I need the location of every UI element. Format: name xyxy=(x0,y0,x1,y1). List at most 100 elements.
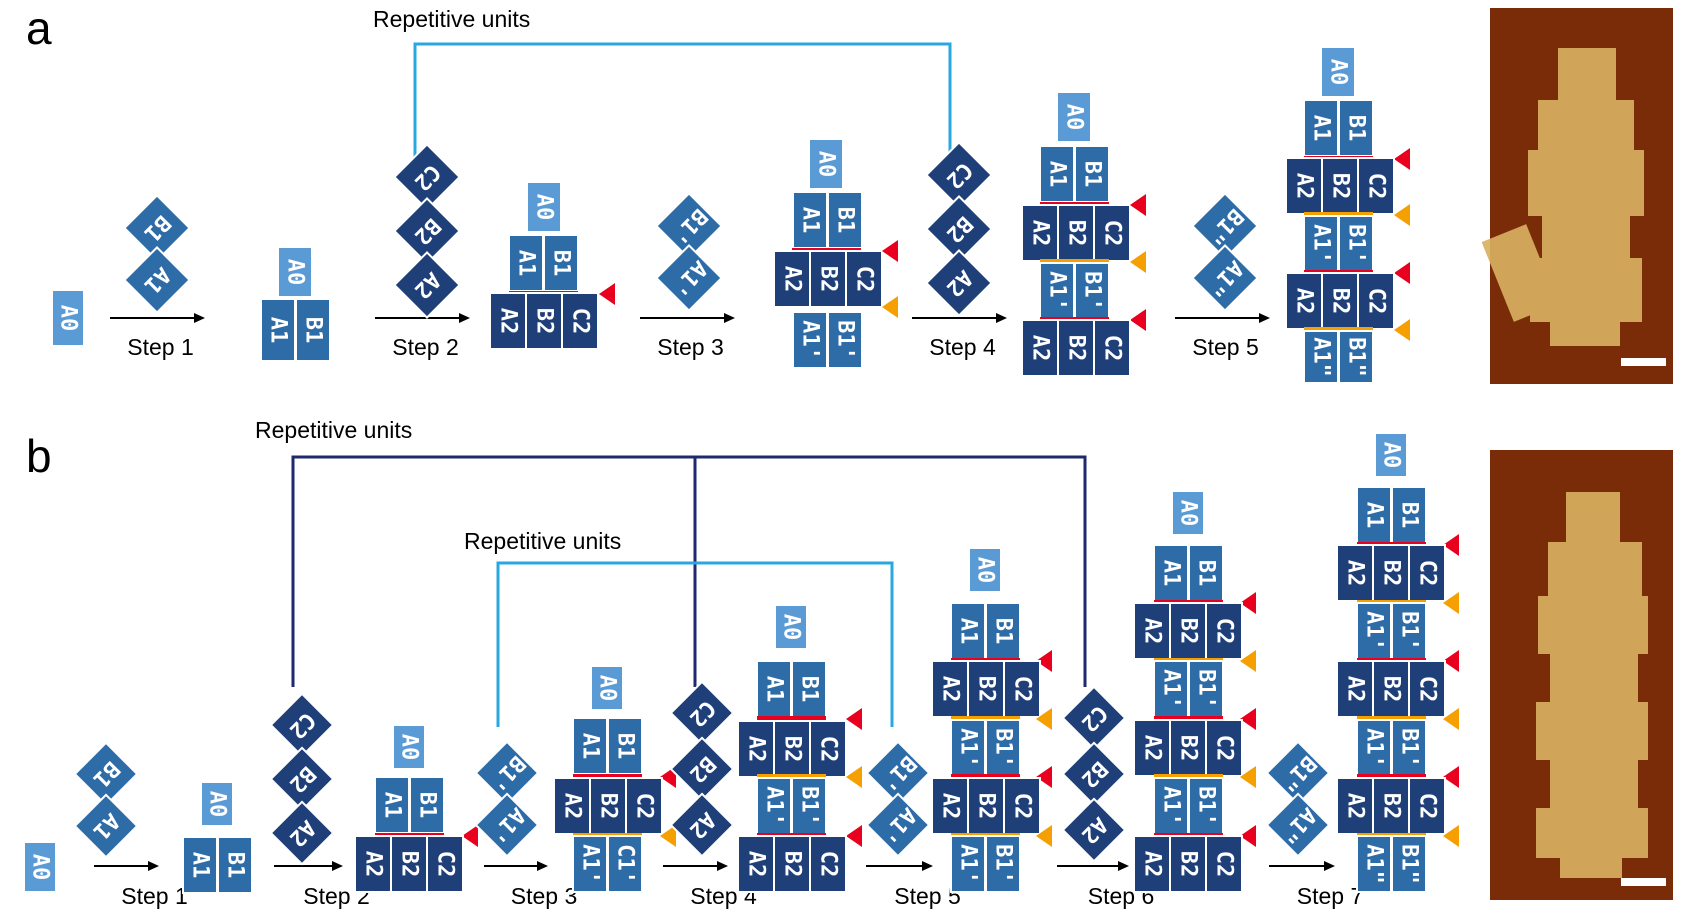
tile-label: B2 xyxy=(1328,288,1353,315)
tile-body xyxy=(773,250,811,308)
tile-a0: A0 xyxy=(23,841,57,893)
tile-body xyxy=(1374,432,1408,478)
red-marker xyxy=(846,708,862,730)
tile-body xyxy=(51,289,85,347)
step-label-2: Step 2 xyxy=(392,334,459,360)
tile-a1p: A1' xyxy=(792,311,828,369)
tile-body xyxy=(374,776,410,834)
tile-c2: C2 xyxy=(1408,544,1446,602)
red-marker xyxy=(1240,708,1256,730)
tile-label: A1' xyxy=(956,844,981,884)
tile-body xyxy=(1003,777,1041,835)
red-marker xyxy=(1394,262,1410,284)
tile-b2: B2 xyxy=(809,250,847,308)
tile-a2: A2 xyxy=(1285,157,1323,215)
tile-a1: A1 xyxy=(950,602,986,660)
tile-a2: A2 xyxy=(1133,835,1171,893)
tile-body xyxy=(1003,660,1041,718)
tile-label: C2 xyxy=(433,851,458,878)
step-arrow xyxy=(1269,861,1335,871)
tile-label: A0 xyxy=(1062,104,1087,131)
tile-b1: B1 xyxy=(827,191,863,249)
tile-a2: A2 xyxy=(393,251,461,319)
tile-a1: A1 xyxy=(260,298,296,362)
tile-label: A1 xyxy=(514,250,539,277)
step-label-1: Step 1 xyxy=(121,883,188,909)
tile-label: A0 xyxy=(1379,442,1404,469)
tile-b2: B2 xyxy=(773,835,811,893)
tile-body xyxy=(1039,262,1075,320)
tile-label: B1 xyxy=(1080,161,1105,188)
tile-b1pp: B1" xyxy=(1265,740,1331,806)
red-marker xyxy=(1443,766,1459,788)
tile-b1: B1 xyxy=(73,741,139,807)
tile-c2: C2 xyxy=(1061,685,1127,751)
tile-a2: A2 xyxy=(737,835,775,893)
red-marker xyxy=(1130,194,1146,216)
tile-b1p: B1' xyxy=(1074,262,1110,320)
tile-label: A2 xyxy=(744,851,769,878)
tile-body xyxy=(774,604,808,650)
orange-marker xyxy=(1130,251,1146,273)
repetitive-units-label-a: Repetitive units xyxy=(373,6,530,32)
tile-b1p: B1' xyxy=(985,835,1021,893)
orange-marker xyxy=(1036,825,1052,847)
step-arrow xyxy=(110,313,205,323)
tile-label: B1' xyxy=(1397,611,1422,651)
orange-marker xyxy=(660,825,676,847)
step-arrows-a: Step 1 Step 2 Step 3 Step 4 Step 5 xyxy=(110,313,1270,360)
step-arrow xyxy=(640,313,735,323)
tile-c2: C2 xyxy=(426,835,464,893)
tile-label: B1 xyxy=(833,207,858,234)
tile-c1p: C1' xyxy=(607,835,643,893)
tile-b2: B2 xyxy=(669,736,735,802)
tile-a0: A0 xyxy=(1320,46,1356,98)
tile-a1p: A1' xyxy=(655,244,723,312)
tile-label: A2 xyxy=(1028,220,1053,247)
tile-c2: C2 xyxy=(809,835,847,893)
red-marker xyxy=(1394,148,1410,170)
tile-b1p: B1' xyxy=(985,719,1021,777)
tile-body xyxy=(1133,835,1171,893)
tile-b2: B2 xyxy=(525,292,563,350)
tile-b2: B2 xyxy=(390,835,428,893)
step-arrow xyxy=(866,861,933,871)
tile-label: C2 xyxy=(632,793,657,820)
tile-a0: A0 xyxy=(1374,432,1408,478)
tile-body xyxy=(1336,777,1374,835)
red-marker xyxy=(1240,592,1256,614)
tile-a1p: A1' xyxy=(572,835,608,893)
tile-body xyxy=(1205,835,1243,893)
tile-body xyxy=(827,311,863,369)
tile-body xyxy=(985,719,1021,777)
tile-a2: A2 xyxy=(773,250,811,308)
tile-body xyxy=(950,835,986,893)
tile-a2: A2 xyxy=(1285,272,1323,330)
tile-body xyxy=(625,777,663,835)
tile-a2: A2 xyxy=(1133,602,1171,660)
tile-body xyxy=(1336,544,1374,602)
tile-body xyxy=(123,194,191,262)
repetitive-units-bracket-a xyxy=(413,42,952,158)
step-label-1: Step 1 xyxy=(127,334,194,360)
tile-label: A1 xyxy=(380,792,405,819)
tile-label: A0 xyxy=(1176,500,1201,527)
afm-structure-a xyxy=(1481,48,1644,346)
tile-label: B2 xyxy=(974,793,999,820)
tile-label: B1' xyxy=(991,844,1016,884)
tile-body xyxy=(474,792,540,858)
tile-body xyxy=(561,292,599,350)
tile-label: A2 xyxy=(1292,288,1317,315)
tile-body xyxy=(1061,741,1127,807)
tile-a2: A2 xyxy=(737,720,775,778)
tile-label: B1' xyxy=(1397,728,1422,768)
step-arrow xyxy=(274,861,343,871)
tile-body xyxy=(589,777,627,835)
tile-body xyxy=(968,547,1002,593)
tile-label: A1" xyxy=(1362,844,1387,884)
tile-body xyxy=(260,298,296,362)
tile-c2: C2 xyxy=(1205,719,1243,777)
tile-body xyxy=(590,665,624,711)
tile-label: C2 xyxy=(1010,676,1035,703)
